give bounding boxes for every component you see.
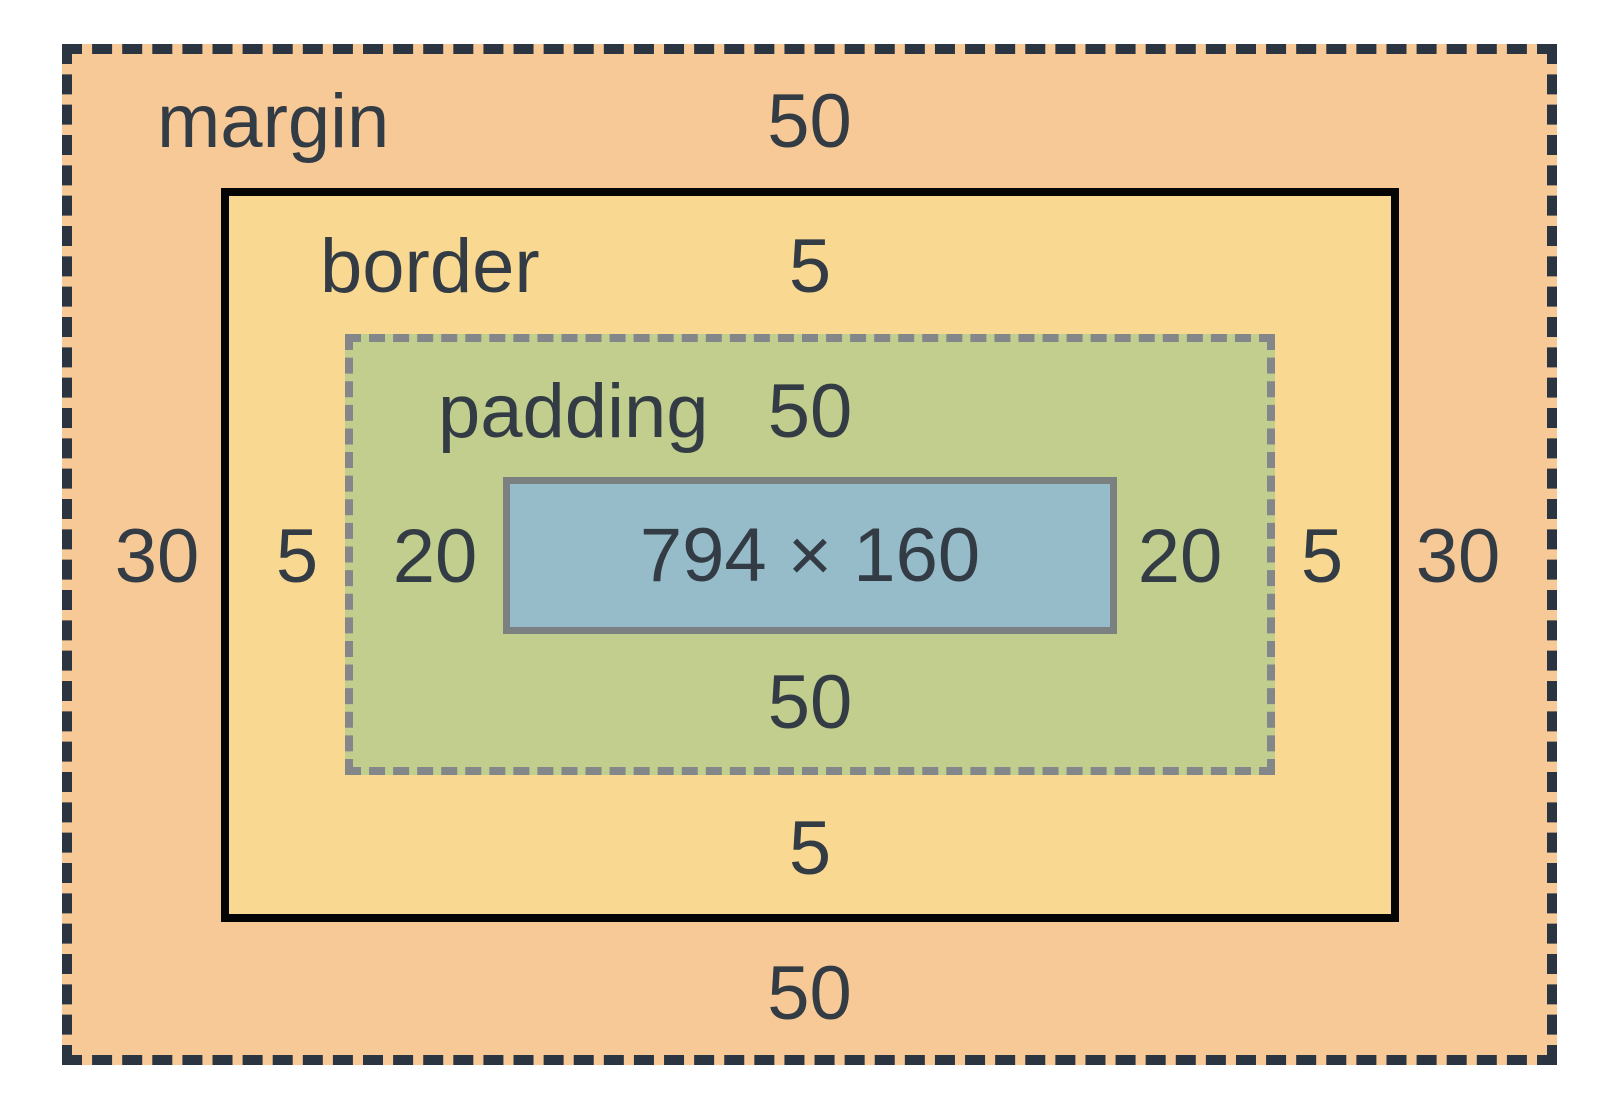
margin-left-value: 30 <box>114 514 200 599</box>
content-box: 794 × 160 <box>503 477 1117 634</box>
padding-top-value: 50 <box>767 369 853 454</box>
margin-label: margin <box>157 79 390 164</box>
padding-right-value: 20 <box>1137 514 1223 599</box>
margin-bottom-value: 50 <box>767 951 852 1036</box>
content-size-label: 794 × 160 <box>639 512 981 598</box>
padding-left-value: 20 <box>392 514 478 599</box>
padding-bottom-value: 50 <box>767 660 853 745</box>
border-top-value: 5 <box>788 224 832 309</box>
border-label: border <box>320 224 540 309</box>
padding-label: padding <box>438 369 709 454</box>
border-bottom-value: 5 <box>788 806 832 891</box>
border-left-value: 5 <box>275 514 319 599</box>
margin-top-value: 50 <box>767 79 852 164</box>
margin-right-value: 30 <box>1415 514 1501 599</box>
border-right-value: 5 <box>1300 514 1344 599</box>
